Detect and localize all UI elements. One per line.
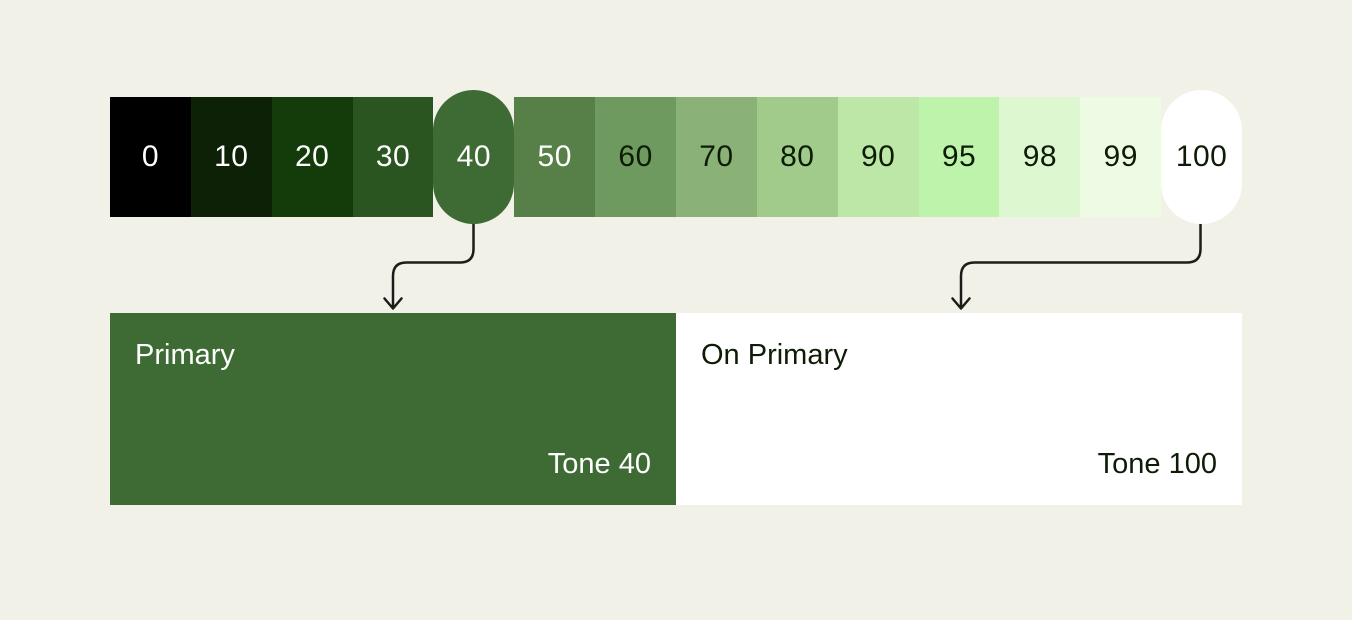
tone-swatch-95: 95 [918,97,1000,217]
tone-swatch-98: 98 [999,97,1081,217]
tone-swatch-60: 60 [595,97,677,217]
tone-swatch-label: 30 [375,140,411,173]
tone-swatch-label: 99 [1103,140,1138,173]
swatch-card-primary: Primary Tone 40 [110,313,676,505]
tone-swatch-90: 90 [837,97,919,217]
tone-swatch-20: 20 [271,97,353,217]
tone-swatch-label: 20 [294,140,330,173]
tone-swatch-30: 30 [352,97,434,217]
swatch-cards: Primary Tone 40 On Primary Tone 100 [110,313,1242,505]
tone-swatch-label: 80 [780,140,815,173]
tone-swatch-40: 40 [433,90,515,224]
connector-arrow-primary [383,219,475,310]
swatch-card-on-primary: On Primary Tone 100 [676,313,1242,505]
tone-swatch-label: 40 [456,140,492,173]
tone-swatch-50: 50 [514,97,596,217]
swatch-role-label: Primary [135,339,235,371]
tone-swatch-label: 0 [141,140,160,173]
tone-swatch-label: 10 [214,140,249,173]
tone-swatch-label: 98 [1022,140,1058,173]
tonal-strip: 0 10 20 30 40 50 60 70 80 90 95 98 99 100 [110,90,1243,224]
tone-swatch-99: 99 [1080,97,1162,217]
tone-swatch-10: 10 [190,97,272,217]
tone-swatch-label: 90 [860,140,896,173]
tone-swatch-label: 95 [941,140,977,173]
tone-swatch-80: 80 [756,97,838,217]
tone-swatch-label: 70 [699,140,734,173]
swatch-tone-label: Tone 100 [1097,448,1217,480]
swatch-role-label: On Primary [701,339,848,371]
tone-swatch-label: 60 [618,140,653,173]
tone-swatch-label: 100 [1175,140,1228,173]
tone-swatch-0: 0 [110,97,191,217]
tone-swatch-70: 70 [676,97,757,217]
tone-swatch-label: 50 [537,140,572,173]
tone-swatch-100: 100 [1161,90,1243,224]
connector-arrow-on-primary [951,217,1202,310]
swatch-tone-label: Tone 40 [547,448,651,480]
